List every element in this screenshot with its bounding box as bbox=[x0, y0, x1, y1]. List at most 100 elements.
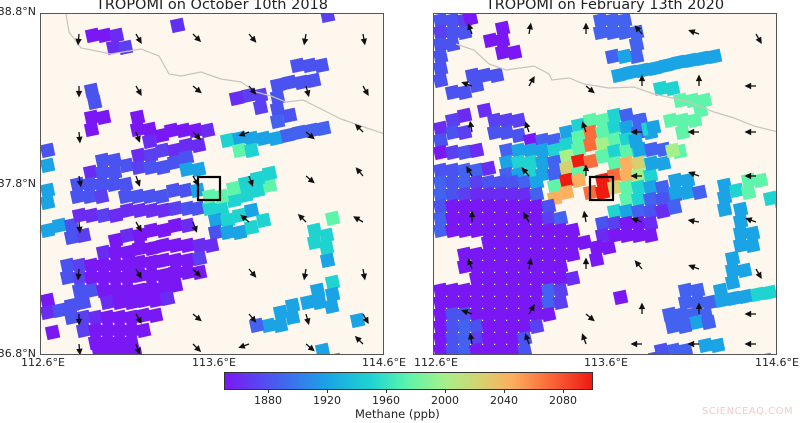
methane-cell bbox=[41, 222, 56, 239]
wind-arrowhead-icon bbox=[744, 128, 752, 136]
methane-cell bbox=[670, 54, 687, 71]
left-xtick-0: 112.6°E bbox=[21, 356, 65, 369]
methane-cell bbox=[86, 94, 103, 111]
methane-cell bbox=[108, 27, 125, 44]
right-xtick-1: 113.6°E bbox=[584, 356, 628, 369]
methane-cell bbox=[159, 290, 176, 307]
methane-cell bbox=[686, 112, 703, 129]
methane-cell bbox=[664, 80, 681, 97]
methane-cell bbox=[667, 172, 684, 189]
methane-cell bbox=[540, 198, 557, 215]
methane-cell bbox=[190, 137, 207, 154]
methane-cell bbox=[219, 224, 236, 241]
methane-cell bbox=[260, 317, 277, 334]
wind-arrowhead-icon bbox=[587, 314, 595, 322]
wind-arrowhead-icon bbox=[297, 213, 305, 221]
wind-arrowhead-icon bbox=[630, 128, 638, 136]
methane-cell bbox=[131, 240, 148, 257]
methane-cell bbox=[564, 234, 581, 251]
left-xtick-2: 114.6°E bbox=[362, 356, 406, 369]
methane-cell bbox=[119, 282, 136, 299]
methane-cell bbox=[528, 174, 545, 191]
methane-cell bbox=[492, 198, 509, 215]
methane-cell bbox=[284, 297, 301, 314]
methane-cell bbox=[147, 307, 164, 324]
colorbar-tick-2040: 2040 bbox=[490, 394, 518, 407]
methane-cell bbox=[712, 282, 729, 299]
wind-arrowhead-icon bbox=[307, 344, 315, 352]
methane-cell bbox=[744, 237, 761, 254]
methane-cell bbox=[237, 175, 254, 192]
methane-cell bbox=[492, 210, 509, 227]
wind-arrowhead-icon bbox=[688, 29, 696, 36]
methane-cell bbox=[468, 162, 485, 179]
methane-cell bbox=[516, 234, 533, 251]
methane-cell bbox=[107, 232, 124, 249]
methane-cell bbox=[272, 317, 289, 334]
methane-cell bbox=[71, 282, 88, 299]
wind-arrowhead-icon bbox=[247, 179, 254, 187]
methane-cell bbox=[504, 234, 521, 251]
left-wind-vectors bbox=[75, 33, 369, 354]
methane-cell bbox=[652, 80, 669, 97]
methane-colorbar bbox=[224, 372, 593, 390]
methane-cell bbox=[63, 309, 80, 326]
methane-cell bbox=[243, 142, 260, 159]
methane-cell bbox=[191, 264, 208, 281]
wind-arrowhead-icon bbox=[301, 38, 309, 46]
methane-cell bbox=[142, 147, 159, 164]
wind-arrowhead-icon bbox=[135, 224, 142, 232]
methane-cell bbox=[444, 14, 461, 29]
wind-arrowhead-icon bbox=[134, 347, 141, 354]
methane-cell bbox=[143, 202, 160, 219]
methane-cell bbox=[576, 234, 593, 251]
methane-cell bbox=[552, 258, 569, 275]
methane-cell bbox=[95, 257, 112, 274]
methane-cell bbox=[728, 182, 745, 199]
methane-cell bbox=[732, 201, 749, 218]
wind-arrowhead-icon bbox=[194, 86, 202, 94]
methane-cell bbox=[83, 82, 100, 99]
right-methane-cells bbox=[434, 14, 776, 354]
methane-cell bbox=[498, 112, 515, 129]
methane-cell bbox=[606, 119, 623, 136]
methane-cell bbox=[664, 142, 681, 159]
methane-cell bbox=[103, 346, 120, 354]
wind-arrowhead-icon bbox=[744, 310, 752, 318]
methane-cell bbox=[616, 24, 633, 41]
methane-cell bbox=[462, 14, 479, 27]
methane-cell bbox=[143, 280, 160, 297]
methane-cell bbox=[93, 188, 110, 205]
methane-cell bbox=[434, 318, 449, 335]
wind-arrowhead-icon bbox=[134, 135, 141, 143]
left-ytick-bottom: 36.8°N bbox=[0, 347, 36, 360]
methane-cell bbox=[179, 237, 196, 254]
methane-cell bbox=[498, 142, 515, 159]
methane-cell bbox=[691, 184, 708, 201]
colorbar-tick-1960: 1960 bbox=[372, 394, 400, 407]
methane-cell bbox=[673, 306, 690, 323]
methane-cell bbox=[41, 194, 56, 211]
methane-cell bbox=[606, 227, 623, 244]
methane-cell bbox=[456, 318, 473, 335]
methane-cell bbox=[658, 57, 675, 74]
methane-cell bbox=[444, 174, 461, 191]
methane-cell bbox=[213, 200, 230, 217]
methane-cell bbox=[41, 182, 56, 199]
methane-cell bbox=[552, 246, 569, 263]
methane-cell bbox=[83, 282, 100, 299]
methane-cell bbox=[69, 188, 86, 205]
methane-cell bbox=[504, 282, 521, 299]
methane-cell bbox=[153, 188, 170, 205]
methane-cell bbox=[106, 164, 123, 181]
wind-arrowhead-icon bbox=[524, 333, 531, 341]
methane-cell bbox=[281, 74, 298, 91]
methane-cell bbox=[189, 200, 206, 217]
methane-cell bbox=[87, 309, 104, 326]
methane-cell bbox=[99, 294, 116, 311]
methane-cell bbox=[628, 48, 645, 65]
methane-cell bbox=[594, 136, 611, 153]
methane-cell bbox=[492, 306, 509, 323]
wind-arrowhead-icon bbox=[695, 302, 703, 310]
methane-cell bbox=[540, 246, 557, 263]
